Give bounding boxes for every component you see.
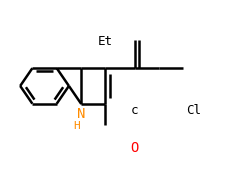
Text: c: c — [131, 104, 138, 117]
Text: Et: Et — [98, 35, 113, 48]
Text: H: H — [73, 121, 80, 131]
Text: O: O — [131, 141, 139, 155]
Text: N: N — [77, 107, 85, 121]
Text: Cl: Cl — [186, 104, 201, 117]
